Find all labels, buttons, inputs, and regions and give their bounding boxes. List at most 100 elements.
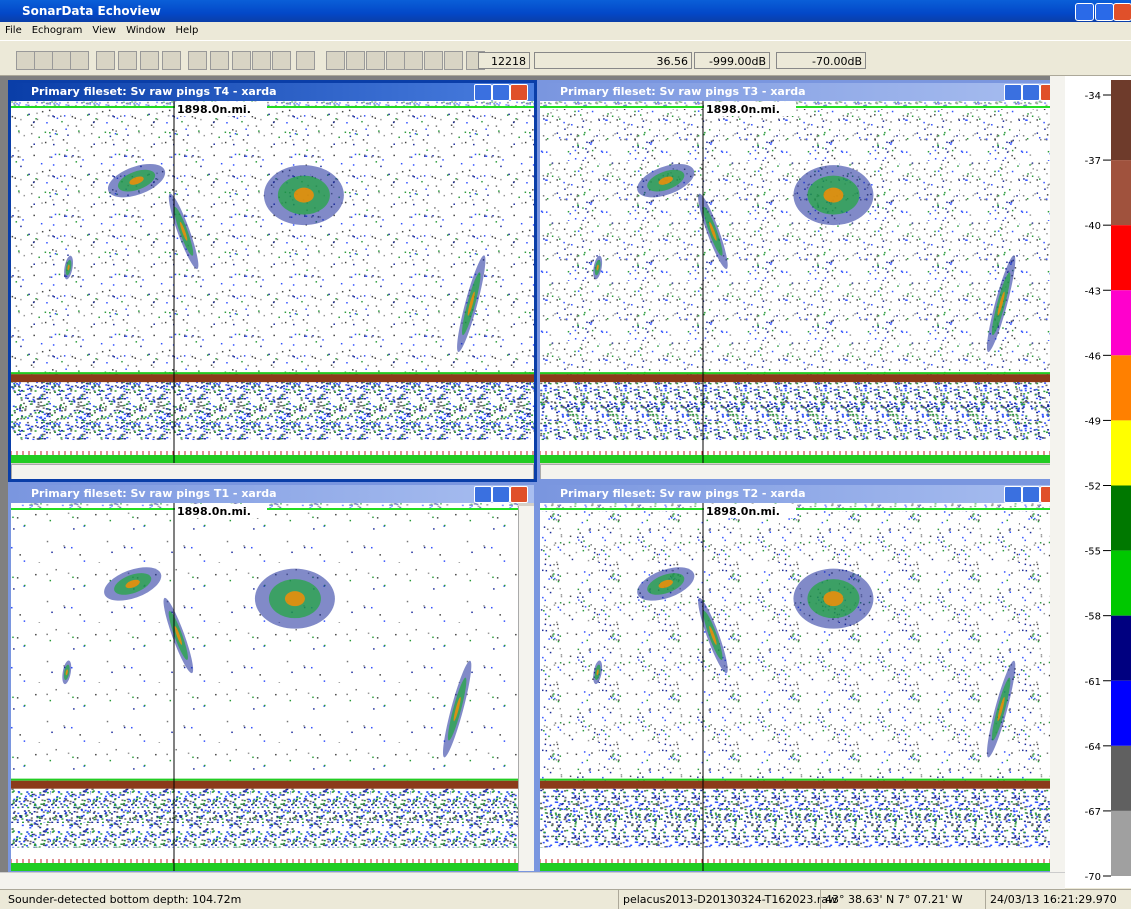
window-scrollbar[interactable] bbox=[518, 506, 534, 872]
echogram-window[interactable]: Primary fileset: Sv raw pings T2 - xarda… bbox=[537, 482, 1050, 872]
toolbar-button[interactable] bbox=[444, 51, 463, 70]
toolbar-button[interactable] bbox=[52, 51, 71, 70]
school-core bbox=[823, 591, 843, 606]
color-band bbox=[1111, 355, 1131, 420]
window-scrollbar[interactable] bbox=[11, 464, 534, 480]
toolbar-button[interactable] bbox=[252, 51, 271, 70]
toolbar-button[interactable] bbox=[118, 51, 137, 70]
toolbar-button[interactable] bbox=[296, 51, 315, 70]
toolbar-button[interactable] bbox=[366, 51, 385, 70]
menu-item[interactable]: Help bbox=[176, 25, 199, 36]
toolbar-field: 36.56 bbox=[534, 52, 692, 69]
toolbar-button[interactable] bbox=[272, 51, 291, 70]
toolbar-button[interactable] bbox=[424, 51, 443, 70]
window-button[interactable] bbox=[510, 84, 528, 101]
toolbar-button[interactable] bbox=[70, 51, 89, 70]
window-button[interactable] bbox=[1022, 84, 1040, 101]
echogram: 1898.0n.mi. bbox=[11, 101, 534, 463]
toolbar-button[interactable] bbox=[140, 51, 159, 70]
color-tick-label: -55 bbox=[1085, 547, 1101, 558]
toolbar-button[interactable] bbox=[96, 51, 115, 70]
distance-marker: 1898.0n.mi. bbox=[177, 505, 251, 518]
window-button[interactable] bbox=[1022, 486, 1040, 503]
water-column bbox=[11, 109, 534, 376]
color-tick-label: -43 bbox=[1085, 286, 1101, 297]
color-tick-label: -58 bbox=[1085, 612, 1101, 623]
window-button[interactable] bbox=[510, 486, 528, 503]
echogram-window[interactable]: Primary fileset: Sv raw pings T1 - xarda… bbox=[8, 482, 537, 872]
maximize-button[interactable] bbox=[1095, 3, 1114, 21]
seabed-echo bbox=[11, 382, 534, 440]
toolbar-button[interactable] bbox=[232, 51, 251, 70]
color-band bbox=[1111, 681, 1131, 746]
menu-item[interactable]: View bbox=[92, 25, 116, 36]
toolbar-button[interactable] bbox=[386, 51, 405, 70]
seabed-line bbox=[540, 781, 1050, 789]
toolbar-button[interactable] bbox=[162, 51, 181, 70]
color-tick-label: -64 bbox=[1085, 742, 1101, 753]
status-field: Sounder-detected bottom depth: 104.72m bbox=[4, 890, 241, 909]
status-strip bbox=[11, 863, 518, 871]
school-core bbox=[823, 188, 843, 203]
window-button[interactable] bbox=[1004, 486, 1022, 503]
menu-bar: File Echogram View Window Help bbox=[0, 22, 1131, 40]
horizontal-scrollbar[interactable] bbox=[0, 872, 1065, 889]
color-band bbox=[1111, 80, 1131, 160]
color-tick-label: -37 bbox=[1085, 156, 1101, 167]
echoview-app: SonarData Echoview File Echogram View Windo… bbox=[0, 0, 1131, 908]
color-band bbox=[1111, 420, 1131, 485]
window-button[interactable] bbox=[1040, 486, 1050, 503]
water-column bbox=[540, 511, 1050, 783]
window-button[interactable] bbox=[1004, 84, 1022, 101]
color-band bbox=[1111, 225, 1131, 290]
toolbar-button[interactable] bbox=[210, 51, 229, 70]
window-button[interactable] bbox=[492, 84, 510, 101]
seabed-line bbox=[540, 374, 1050, 382]
color-band bbox=[1111, 746, 1131, 811]
color-tick-label: -61 bbox=[1085, 677, 1101, 688]
school-core bbox=[294, 188, 314, 203]
toolbar-button[interactable] bbox=[34, 51, 53, 70]
toolbar-field: -999.00dB bbox=[694, 52, 770, 69]
toolbar-button[interactable] bbox=[404, 51, 423, 70]
color-tick-label: -70 bbox=[1085, 872, 1101, 883]
window-scrollbar[interactable] bbox=[540, 464, 1050, 480]
color-band bbox=[1111, 616, 1131, 681]
echogram-window[interactable]: Primary fileset: Sv raw pings T4 - xarda… bbox=[8, 80, 537, 482]
window-button[interactable] bbox=[474, 84, 492, 101]
fish-school bbox=[264, 165, 344, 225]
vertical-scrollbar[interactable] bbox=[1050, 76, 1065, 872]
window-title-bar: Primary fileset: Sv raw pings T4 - xarda bbox=[11, 83, 534, 101]
echogram: 1898.0n.mi. bbox=[540, 503, 1050, 871]
toolbar-button[interactable] bbox=[346, 51, 365, 70]
minimize-button[interactable] bbox=[1075, 3, 1094, 21]
seabed-line bbox=[11, 374, 534, 382]
toolbar-button[interactable] bbox=[326, 51, 345, 70]
toolbar-button[interactable] bbox=[188, 51, 207, 70]
echogram-window[interactable]: Primary fileset: Sv raw pings T3 - xarda… bbox=[537, 80, 1050, 482]
menu-item[interactable]: Echogram bbox=[32, 25, 83, 36]
color-tick-label: -40 bbox=[1085, 221, 1101, 232]
color-band bbox=[1111, 811, 1131, 876]
app-title: SonarData Echoview bbox=[22, 4, 161, 18]
water-column bbox=[11, 511, 518, 783]
water-column bbox=[540, 109, 1050, 376]
status-field: pelacus2013-D20130324-T162023.raw bbox=[618, 890, 837, 909]
seabed-echo bbox=[11, 789, 518, 848]
surface-noise bbox=[11, 101, 534, 106]
color-band bbox=[1111, 486, 1131, 551]
close-button[interactable] bbox=[1113, 3, 1131, 21]
window-button[interactable] bbox=[492, 486, 510, 503]
window-button[interactable] bbox=[474, 486, 492, 503]
color-tick-label: -52 bbox=[1085, 482, 1101, 493]
status-field: 43° 38.63' N 7° 07.21' W bbox=[820, 890, 963, 909]
color-band bbox=[1111, 290, 1131, 355]
window-button[interactable] bbox=[1040, 84, 1050, 101]
status-strip bbox=[540, 863, 1050, 871]
fish-school bbox=[793, 165, 873, 225]
menu-item[interactable]: Window bbox=[126, 25, 165, 36]
menu-item[interactable]: File bbox=[5, 25, 22, 36]
toolbar-button[interactable] bbox=[16, 51, 35, 70]
window-title: Primary fileset: Sv raw pings T1 - xarda bbox=[31, 487, 277, 500]
